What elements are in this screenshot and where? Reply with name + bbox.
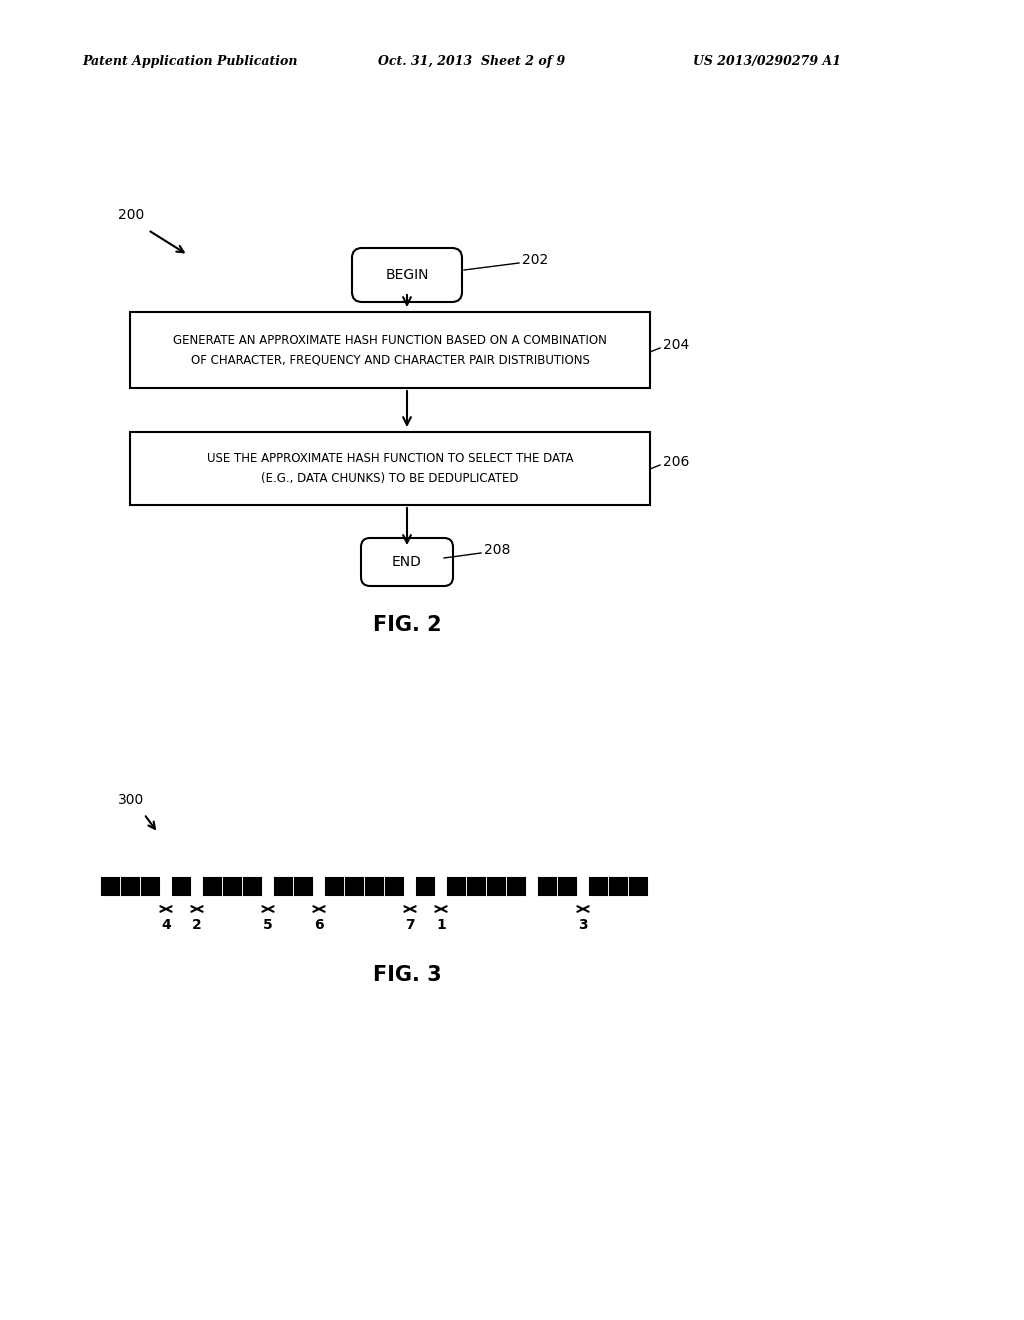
Bar — [366, 878, 383, 895]
Text: 4: 4 — [161, 917, 171, 932]
Bar — [130, 312, 650, 388]
Bar — [449, 878, 465, 895]
Text: 5: 5 — [263, 917, 272, 932]
Text: 206: 206 — [663, 455, 689, 469]
Text: 208: 208 — [484, 543, 510, 557]
Text: Patent Application Publication: Patent Application Publication — [82, 55, 298, 69]
Bar — [386, 878, 403, 895]
Text: FIG. 3: FIG. 3 — [373, 965, 441, 985]
Bar — [224, 878, 241, 895]
Bar — [102, 878, 119, 895]
Text: 204: 204 — [663, 338, 689, 352]
Text: GENERATE AN APPROXIMATE HASH FUNCTION BASED ON A COMBINATION: GENERATE AN APPROXIMATE HASH FUNCTION BA… — [173, 334, 607, 346]
Text: BEGIN: BEGIN — [385, 268, 429, 282]
Bar — [610, 878, 627, 895]
Text: Oct. 31, 2013  Sheet 2 of 9: Oct. 31, 2013 Sheet 2 of 9 — [378, 55, 565, 69]
Text: FIG. 2: FIG. 2 — [373, 615, 441, 635]
Text: (E.G., DATA CHUNKS) TO BE DEDUPLICATED: (E.G., DATA CHUNKS) TO BE DEDUPLICATED — [261, 473, 519, 484]
Text: END: END — [392, 554, 422, 569]
Bar — [539, 878, 556, 895]
Bar — [295, 878, 312, 895]
Bar — [244, 878, 261, 895]
Text: 7: 7 — [406, 917, 415, 932]
Bar — [326, 878, 343, 895]
Bar — [346, 878, 362, 895]
Bar — [142, 878, 159, 895]
FancyBboxPatch shape — [361, 539, 453, 586]
Text: 3: 3 — [579, 917, 588, 932]
Bar — [508, 878, 525, 895]
Bar — [488, 878, 505, 895]
Text: US 2013/0290279 A1: US 2013/0290279 A1 — [693, 55, 841, 69]
Text: OF CHARACTER, FREQUENCY AND CHARACTER PAIR DISTRIBUTIONS: OF CHARACTER, FREQUENCY AND CHARACTER PA… — [190, 354, 590, 367]
Text: 300: 300 — [118, 793, 144, 807]
Text: 1: 1 — [436, 917, 445, 932]
Bar — [559, 878, 575, 895]
Bar — [590, 878, 607, 895]
Bar — [630, 878, 647, 895]
Bar — [417, 878, 434, 895]
Text: 2: 2 — [193, 917, 202, 932]
Text: 200: 200 — [118, 209, 144, 222]
Text: USE THE APPROXIMATE HASH FUNCTION TO SELECT THE DATA: USE THE APPROXIMATE HASH FUNCTION TO SEL… — [207, 451, 573, 465]
Bar — [173, 878, 190, 895]
FancyBboxPatch shape — [352, 248, 462, 302]
Text: 6: 6 — [314, 917, 324, 932]
Text: 202: 202 — [522, 253, 548, 267]
Bar — [204, 878, 221, 895]
Bar — [130, 432, 650, 506]
Bar — [275, 878, 292, 895]
Bar — [468, 878, 485, 895]
Bar — [122, 878, 139, 895]
